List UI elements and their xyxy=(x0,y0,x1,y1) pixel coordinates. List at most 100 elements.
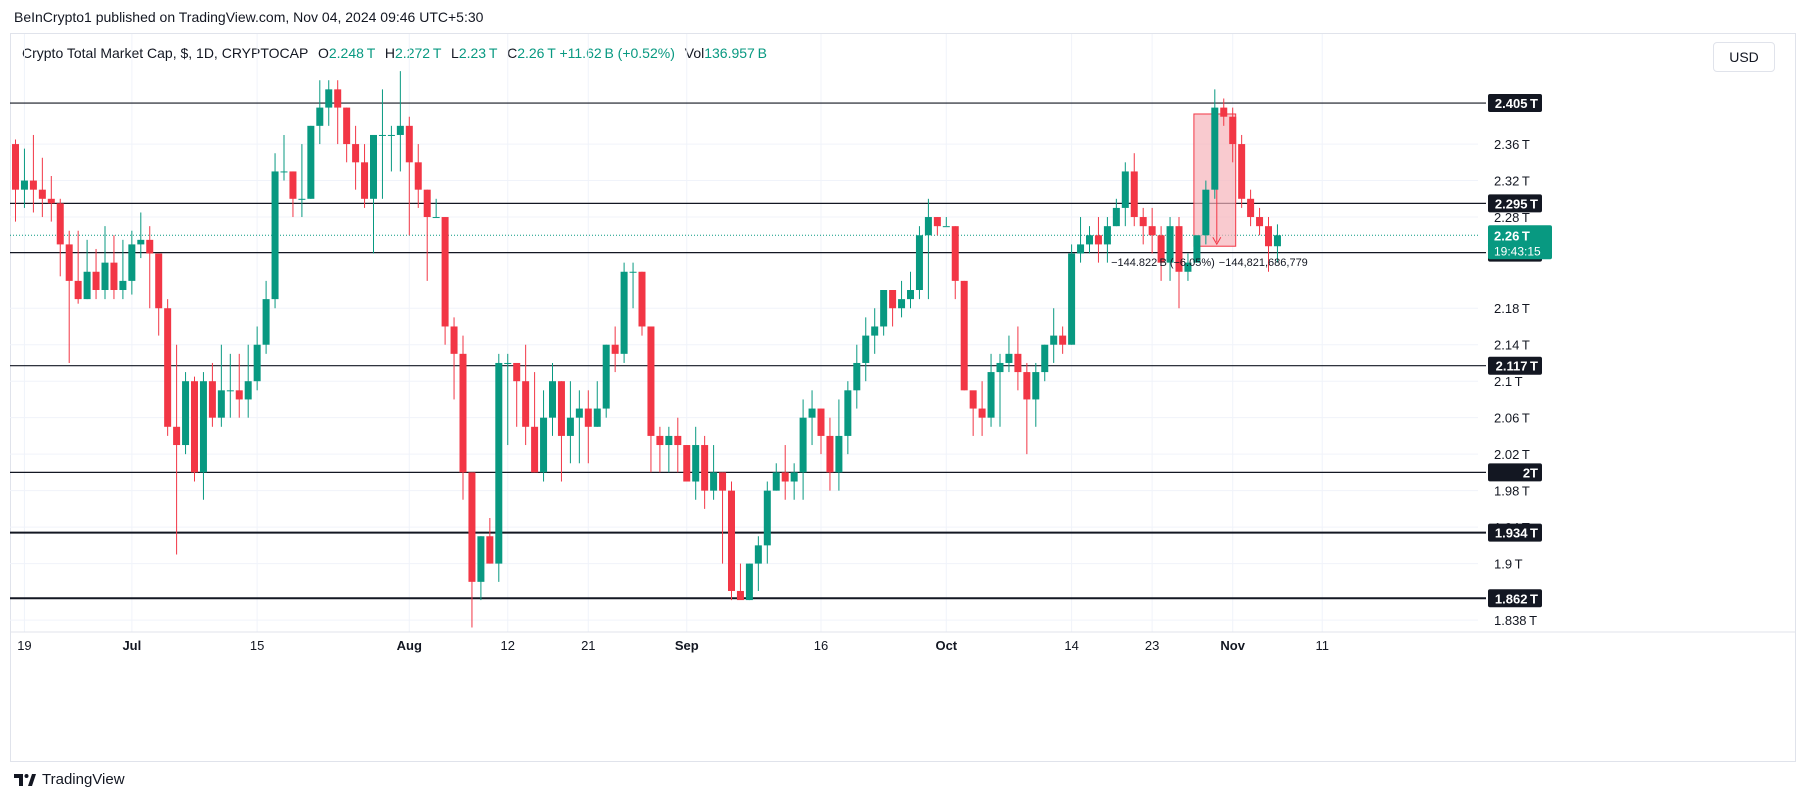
candle-body xyxy=(754,545,762,564)
legend-open-value: 2.248 T xyxy=(328,45,375,61)
candle-body xyxy=(719,472,727,491)
candle-body xyxy=(352,144,360,163)
candle-body xyxy=(522,381,530,427)
candle-body xyxy=(1139,217,1147,227)
candle-body xyxy=(1130,171,1138,218)
candle-body xyxy=(405,125,413,163)
legend-close-value: 2.26 T xyxy=(517,45,556,61)
x-tick-label: 14 xyxy=(1064,638,1078,653)
candle-body xyxy=(1068,253,1076,345)
candle-body xyxy=(844,390,852,436)
candle-body xyxy=(65,244,73,281)
candle-body xyxy=(1005,353,1013,363)
candle-body xyxy=(128,244,136,281)
candle-body xyxy=(1094,235,1102,245)
candle-body xyxy=(495,362,503,564)
candle-body xyxy=(629,271,637,273)
tradingview-logo-icon xyxy=(14,773,36,786)
candle-body xyxy=(817,408,825,436)
candle-body xyxy=(83,271,91,300)
footer: TradingView xyxy=(14,771,125,788)
measure-arrow-head xyxy=(1212,236,1222,246)
currency-button[interactable]: USD xyxy=(1713,42,1775,72)
candle-body xyxy=(575,408,583,418)
candle-body xyxy=(1166,226,1174,263)
candle-body xyxy=(674,435,682,446)
candle-body xyxy=(880,290,888,327)
candle-body xyxy=(396,125,404,135)
x-tick-label: Jul xyxy=(122,638,141,653)
candle-body xyxy=(620,271,628,354)
candle-body xyxy=(1273,235,1281,247)
footer-brand[interactable]: TradingView xyxy=(42,771,125,788)
x-tick-label: 23 xyxy=(1145,638,1159,653)
x-tick-label: 12 xyxy=(501,638,515,653)
candle-body xyxy=(871,326,879,336)
candle-body xyxy=(217,390,225,418)
candle-body xyxy=(1032,372,1040,400)
y-tick-label: 1.9 T xyxy=(1494,557,1523,572)
candle-body xyxy=(414,162,422,190)
candle-body xyxy=(119,280,127,290)
measure-label-change: −144.822 B (−6.05%) xyxy=(1111,257,1215,269)
candle-body xyxy=(656,435,664,446)
candle-body xyxy=(29,180,37,190)
measure-label-amount: −144,821,686,779 xyxy=(1219,257,1308,269)
candle-body xyxy=(191,381,198,473)
candle-body xyxy=(378,134,386,136)
candle-body xyxy=(1059,335,1067,345)
candle-body xyxy=(244,381,252,400)
x-tick-label: Aug xyxy=(397,638,422,653)
candle-body xyxy=(683,445,691,482)
legend-high-label: H xyxy=(384,45,396,61)
level-tag-label: 2.405 T xyxy=(1495,96,1538,111)
candle-body xyxy=(20,180,28,190)
candle-body xyxy=(208,381,216,418)
legend-symbol[interactable]: Crypto Total Market Cap, $, 1D, CRYPTOCA… xyxy=(22,45,309,61)
x-tick-label: 21 xyxy=(581,638,595,653)
candle-body xyxy=(423,189,431,218)
x-tick-label: Nov xyxy=(1220,638,1245,653)
x-tick-label: 19 xyxy=(17,638,31,653)
candle-body xyxy=(280,171,288,173)
candle-body xyxy=(611,344,619,354)
candle-body xyxy=(110,262,118,290)
candle-body xyxy=(728,490,735,591)
candle-body xyxy=(298,198,306,200)
candle-body xyxy=(638,271,646,327)
candle-body xyxy=(1193,235,1201,263)
candle-body xyxy=(271,171,279,300)
candle-body xyxy=(898,299,906,309)
y-tick-label: 2.36 T xyxy=(1494,137,1530,152)
candle-body xyxy=(799,417,807,473)
candle-body xyxy=(486,536,494,564)
y-tick-label: 2.18 T xyxy=(1494,301,1530,316)
level-tag xyxy=(1488,463,1542,482)
candle-body xyxy=(226,390,234,392)
candle-body xyxy=(540,417,548,473)
candle-body xyxy=(47,198,55,204)
candle-body xyxy=(736,590,744,601)
legend-low-value: 2.23 T xyxy=(458,45,498,61)
candle-body xyxy=(56,203,64,245)
candle-body xyxy=(1121,171,1129,208)
candle-body xyxy=(74,280,82,300)
candle-body xyxy=(772,472,780,491)
candle-body xyxy=(459,353,467,473)
y-tick-label: 2.14 T xyxy=(1494,338,1530,353)
candle-body xyxy=(12,144,19,190)
candle-body xyxy=(262,299,270,345)
y-tick-label: 1.838 T xyxy=(1494,613,1537,628)
level-tag-label: 2.117 T xyxy=(1496,359,1538,374)
candle-body xyxy=(441,217,449,327)
candle-body xyxy=(951,226,959,281)
candle-body xyxy=(557,381,565,436)
candle-body xyxy=(1247,198,1255,218)
candle-body xyxy=(334,89,342,108)
candle-body xyxy=(808,408,816,418)
candle-body xyxy=(889,290,897,309)
candle-body xyxy=(933,217,941,227)
x-tick-label: Sep xyxy=(675,638,699,653)
candle-body xyxy=(253,344,261,382)
